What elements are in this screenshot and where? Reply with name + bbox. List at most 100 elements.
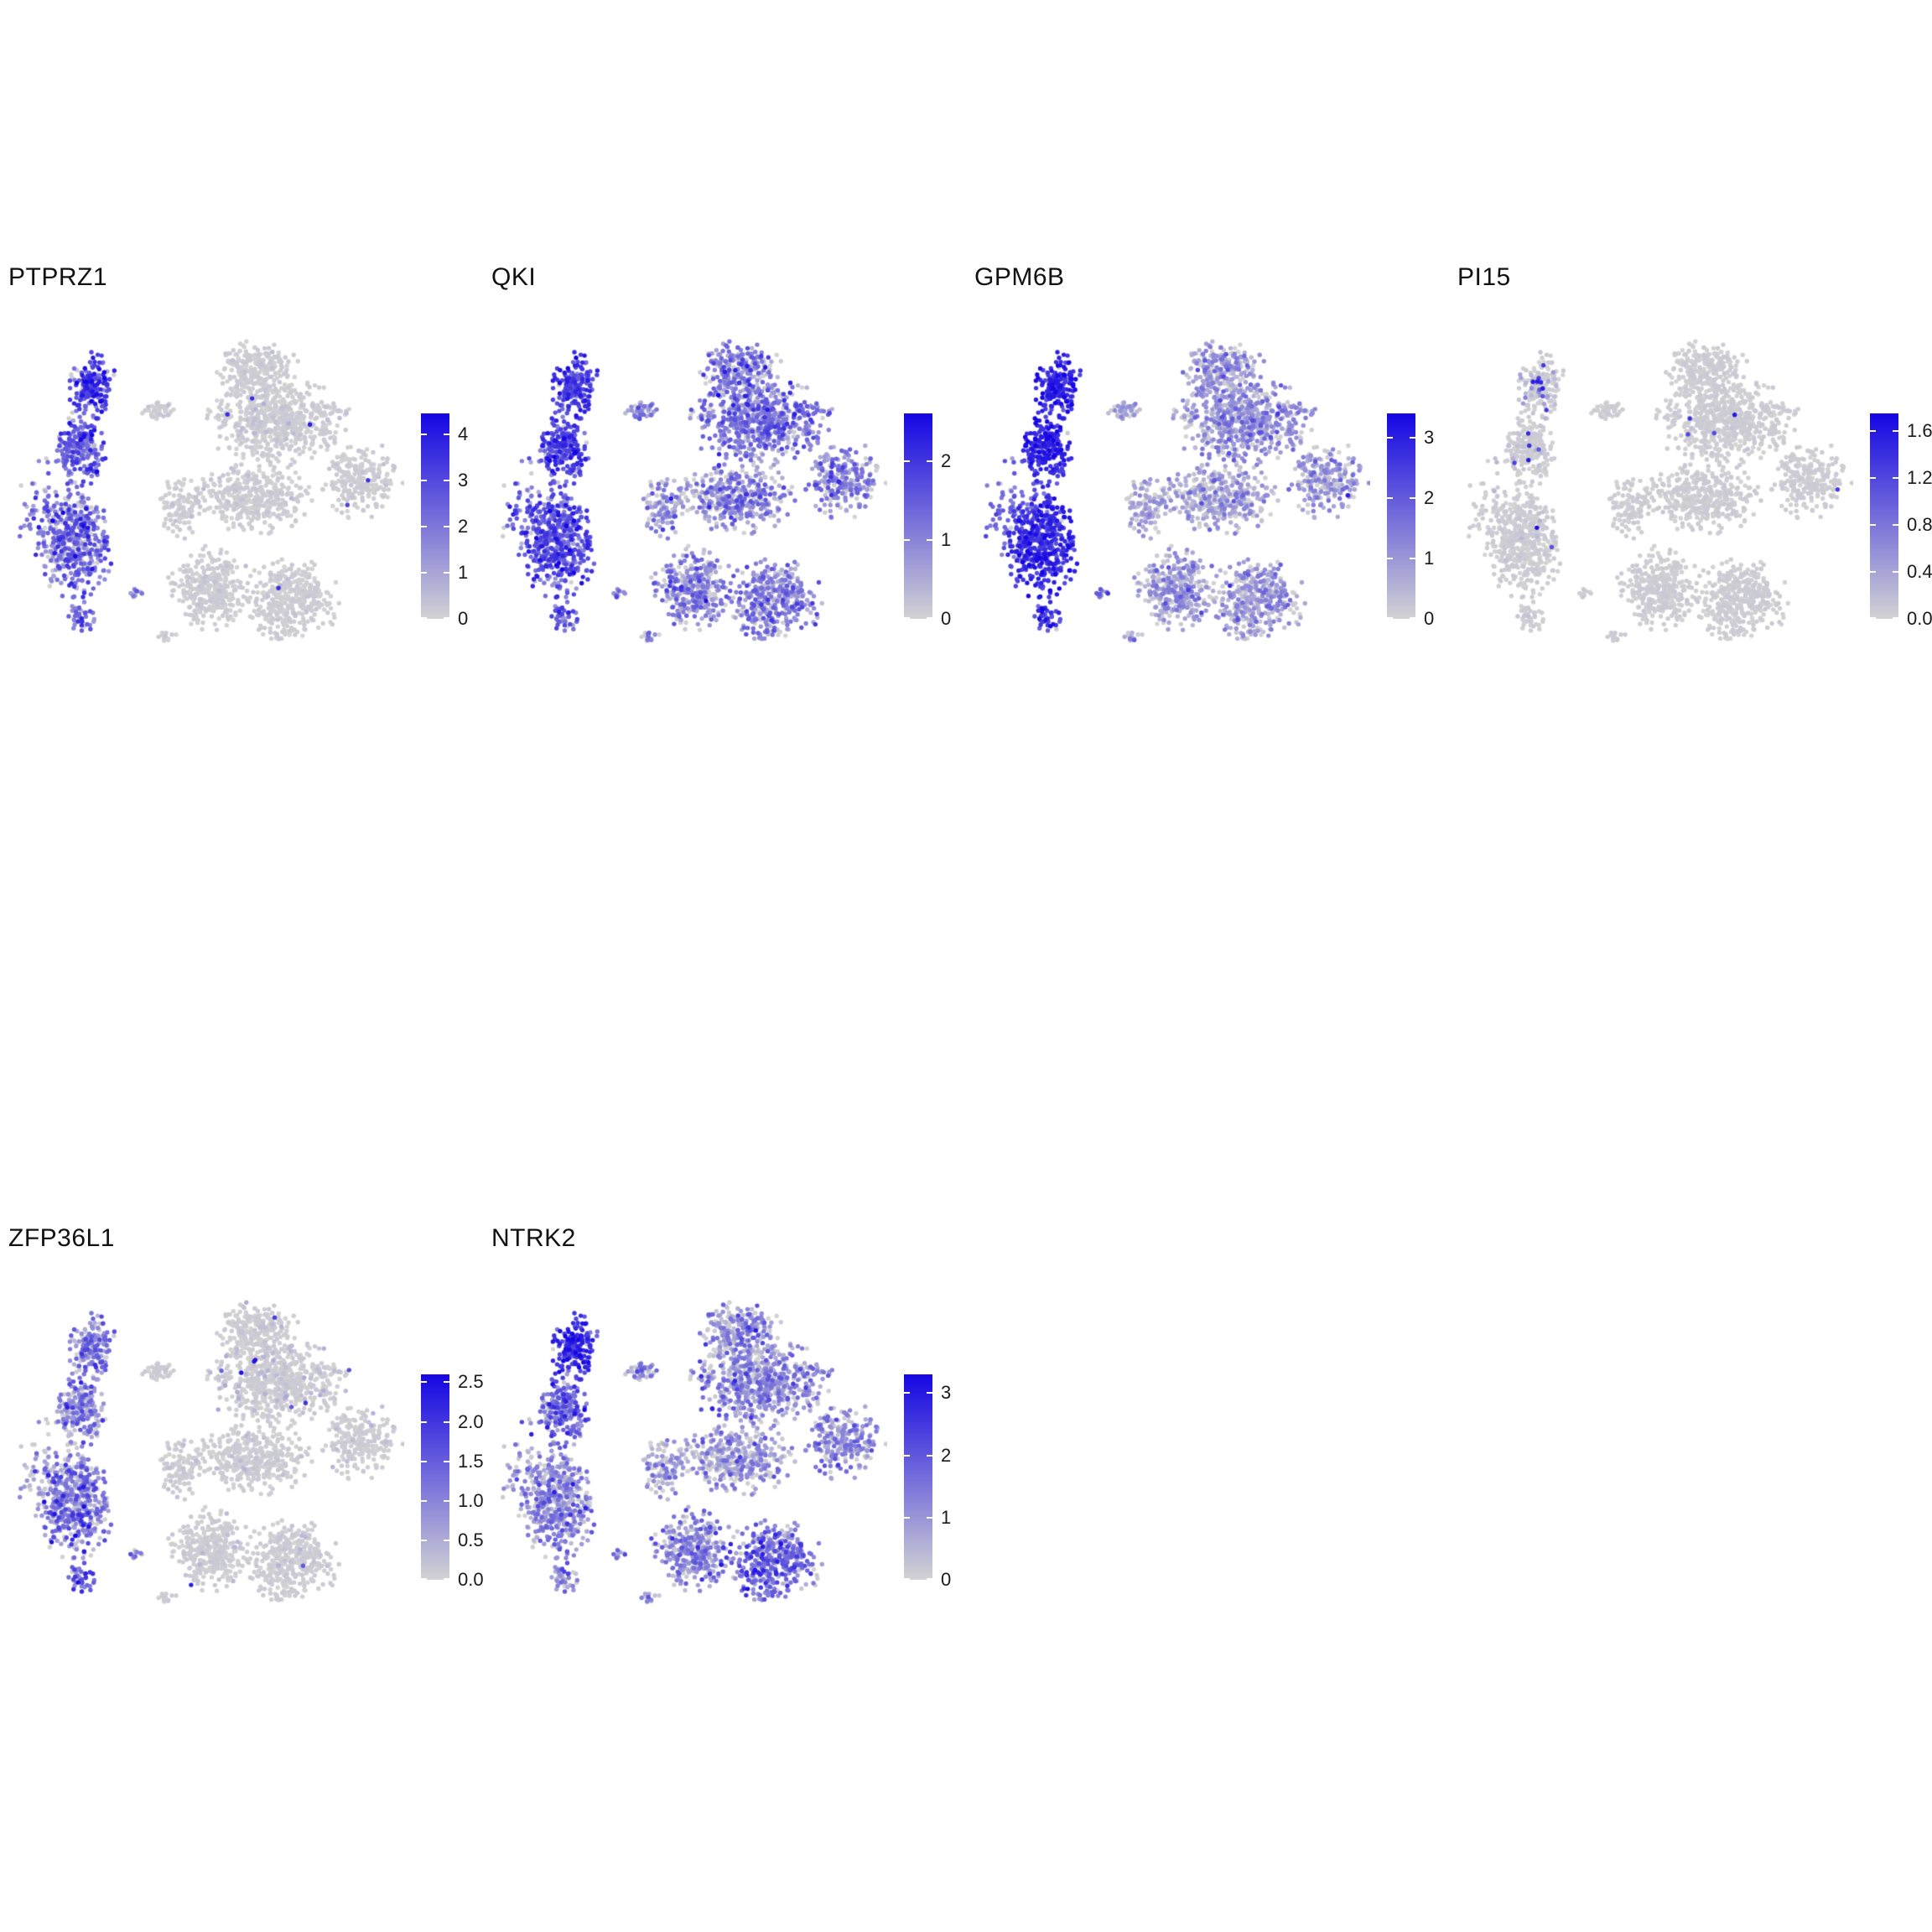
colorbar-tick-mark: [1410, 557, 1415, 559]
colorbar-tick-mark: [1870, 617, 1876, 619]
colorbar-tick-mark: [421, 1381, 427, 1384]
colorbar-ticks: 0 1 2 3 4: [421, 413, 468, 629]
colorbar-tick-mark: [421, 433, 427, 435]
colorbar-tick-mark: [444, 1539, 449, 1541]
colorbar-tick-mark: [927, 1454, 932, 1457]
colorbar-tick-label: 1.6: [1907, 420, 1932, 441]
colorbar-tick-mark: [927, 460, 932, 462]
colorbar-tick-mark: [444, 617, 449, 619]
colorbar: 0.0 0.4 0.8 1.2 1.6: [1870, 413, 1932, 629]
colorbar-gradient: [1870, 413, 1898, 619]
panel-title: PI15: [1457, 263, 1511, 291]
colorbar-tick-mark: [1893, 524, 1898, 526]
colorbar-tick-mark: [1893, 430, 1898, 432]
colorbar-tick-mark: [421, 479, 427, 481]
colorbar-tick-mark: [1870, 571, 1876, 573]
colorbar-tick-mark: [1410, 617, 1415, 619]
colorbar-tick-label: 2.5: [458, 1371, 484, 1393]
colorbar-tick-label: 2: [941, 449, 952, 471]
colorbar-tick-label: 1: [1424, 547, 1435, 569]
colorbar-tick-mark: [421, 1539, 427, 1541]
feature-panel-gpm6b: GPM6B 0 1 2 3: [966, 252, 1449, 755]
colorbar-tick-mark: [421, 1420, 427, 1423]
colorbar-tick-mark: [904, 617, 910, 619]
feature-panel-ptprz1: PTPRZ1 0 1 2 3 4: [0, 252, 483, 755]
colorbar-gradient: [1387, 413, 1415, 619]
colorbar: 0 1 2 3: [904, 1374, 988, 1590]
colorbar-tick-mark: [927, 1392, 932, 1394]
colorbar-gradient: [904, 1374, 932, 1580]
colorbar-tick-label: 0: [941, 1569, 952, 1590]
colorbar-tick-mark: [904, 538, 910, 541]
colorbar-tick-mark: [444, 1460, 449, 1462]
colorbar-tick-label: 0.8: [1907, 514, 1932, 535]
colorbar-tick-mark: [444, 479, 449, 481]
colorbar-tick-mark: [444, 433, 449, 435]
colorbar: 0 1 2: [904, 413, 988, 629]
panel-title: QKI: [491, 263, 537, 291]
panel-title: NTRK2: [491, 1224, 576, 1252]
umap-scatter-canvas: [493, 1288, 887, 1652]
colorbar-tick-mark: [444, 525, 449, 527]
colorbar-tick-label: 0: [1424, 608, 1435, 629]
colorbar-tick-label: 0: [941, 608, 952, 629]
colorbar: 0 1 2 3 4: [421, 413, 505, 629]
feature-panel-qki: QKI 0 1 2: [483, 252, 966, 755]
feature-panel-pi15: PI15 0.0 0.4 0.8 1.2 1.6: [1449, 252, 1932, 755]
umap-scatter-canvas: [493, 327, 887, 691]
colorbar-tick-mark: [421, 1499, 427, 1502]
colorbar-tick-mark: [927, 1578, 932, 1580]
colorbar-tick-mark: [421, 617, 427, 619]
colorbar-tick-mark: [904, 1454, 910, 1457]
umap-scatter-canvas: [10, 327, 404, 691]
colorbar-tick-mark: [444, 1499, 449, 1502]
colorbar-tick-mark: [421, 571, 427, 574]
colorbar-tick-mark: [1870, 477, 1876, 479]
colorbar-gradient: [421, 413, 449, 619]
colorbar-tick-mark: [1387, 436, 1393, 439]
colorbar-tick-label: 1: [941, 1506, 952, 1528]
umap-scatter-canvas: [1459, 327, 1853, 691]
colorbar-tick-mark: [444, 1420, 449, 1423]
feature-panel-ntrk2: NTRK2 0 1 2 3: [483, 1213, 966, 1716]
feature-panel-zfp36l1: ZFP36L1 0.0 0.5 1.0 1.5 2.0 2.5: [0, 1213, 484, 1716]
colorbar-tick-label: 1.5: [458, 1450, 484, 1472]
colorbar-ticks: 0.0 0.4 0.8 1.2 1.6: [1870, 413, 1932, 629]
colorbar-tick-label: 0.0: [1907, 608, 1932, 629]
panel-title: ZFP36L1: [8, 1224, 115, 1252]
panel-title: PTPRZ1: [8, 263, 108, 291]
colorbar-tick-label: 1: [941, 528, 952, 550]
colorbar-tick-label: 3: [941, 1382, 952, 1404]
colorbar-tick-mark: [927, 538, 932, 541]
colorbar-tick-mark: [1410, 496, 1415, 499]
umap-scatter-canvas: [10, 1288, 404, 1652]
colorbar-tick-label: 1.0: [458, 1489, 484, 1511]
colorbar-tick-label: 1: [458, 561, 469, 583]
colorbar-tick-label: 2.0: [458, 1410, 484, 1432]
colorbar-tick-mark: [421, 1460, 427, 1462]
colorbar-tick-label: 0: [458, 608, 469, 629]
colorbar-tick-mark: [444, 1578, 449, 1580]
colorbar-tick-mark: [1387, 617, 1393, 619]
colorbar-tick-mark: [927, 1516, 932, 1519]
colorbar-tick-label: 0.5: [458, 1529, 484, 1550]
colorbar-tick-mark: [1410, 436, 1415, 439]
colorbar-tick-label: 2: [1424, 486, 1435, 508]
colorbar: 0 1 2 3: [1387, 413, 1471, 629]
colorbar-tick-mark: [421, 1578, 427, 1580]
colorbar-tick-mark: [1387, 557, 1393, 559]
colorbar: 0.0 0.5 1.0 1.5 2.0 2.5: [421, 1371, 505, 1590]
colorbar-tick-label: 3: [458, 469, 469, 491]
colorbar-tick-mark: [904, 460, 910, 462]
colorbar-tick-label: 2: [941, 1444, 952, 1466]
umap-scatter-canvas: [976, 327, 1370, 691]
colorbar-ticks: 0.0 0.5 1.0 1.5 2.0 2.5: [421, 1371, 484, 1590]
colorbar-tick-mark: [1893, 477, 1898, 479]
colorbar-ticks: 0 1 2: [904, 413, 951, 629]
colorbar-tick-label: 0.4: [1907, 561, 1932, 582]
colorbar-tick-label: 3: [1424, 426, 1435, 448]
panel-title: GPM6B: [974, 263, 1065, 291]
colorbar-tick-mark: [904, 1578, 910, 1580]
colorbar-tick-mark: [904, 1516, 910, 1519]
